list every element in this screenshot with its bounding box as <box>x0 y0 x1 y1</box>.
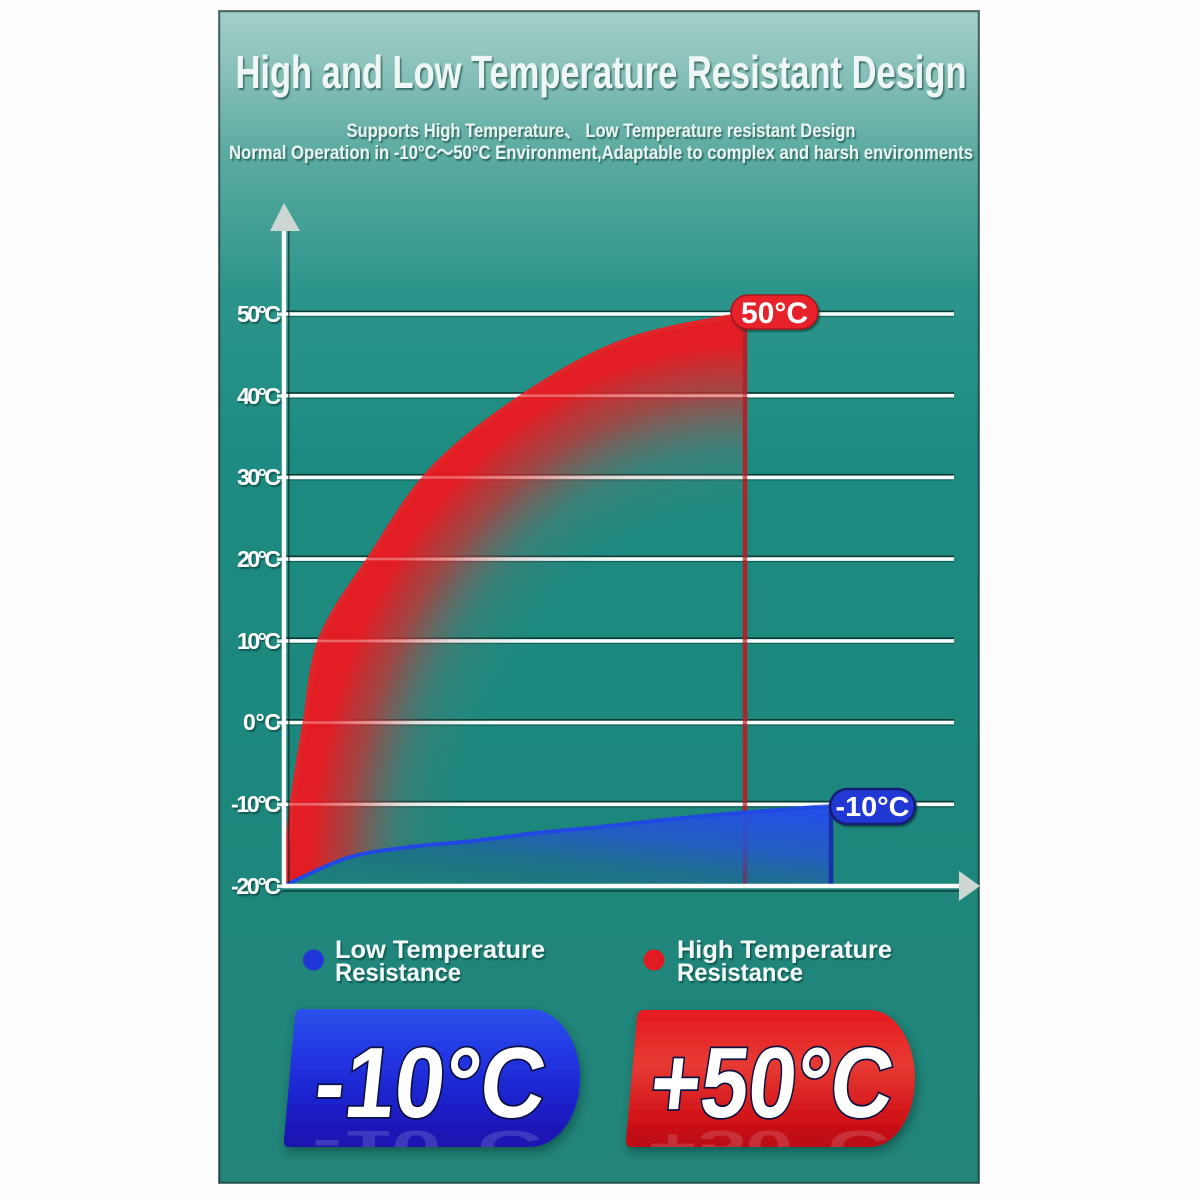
svg-text:-10°C: -10°C <box>312 1121 542 1171</box>
svg-text:10°C: 10°C <box>237 628 281 654</box>
svg-text:Resistance: Resistance <box>335 959 461 987</box>
svg-text:Supports High Temperature、 Lo: Supports High Temperature、 Low Temperatu… <box>347 120 856 142</box>
svg-text:High Temperature: High Temperature <box>677 936 892 964</box>
svg-text:50°C: 50°C <box>741 297 808 330</box>
svg-text:-10°C: -10°C <box>310 1027 552 1139</box>
svg-text:High and Low Temperature Resis: High and Low Temperature Resistant Desig… <box>236 46 967 98</box>
svg-text:-10°C: -10°C <box>231 791 281 817</box>
svg-text:20°C: 20°C <box>237 546 281 572</box>
svg-text:-20°C: -20°C <box>231 873 281 899</box>
svg-text:40°C: 40°C <box>237 383 281 409</box>
svg-text:30°C: 30°C <box>237 464 281 490</box>
svg-text:Normal Operation in -10°C～50°C: Normal Operation in -10°C～50°C Environme… <box>229 142 973 164</box>
svg-text:0°C: 0°C <box>243 709 281 735</box>
svg-text:+50°C: +50°C <box>648 1121 890 1171</box>
svg-text:Resistance: Resistance <box>677 959 803 987</box>
svg-text:+50°C: +50°C <box>645 1027 899 1139</box>
svg-text:-10°C: -10°C <box>836 791 910 822</box>
svg-text:50°C: 50°C <box>237 301 281 327</box>
svg-text:Low Temperature: Low Temperature <box>335 936 545 964</box>
